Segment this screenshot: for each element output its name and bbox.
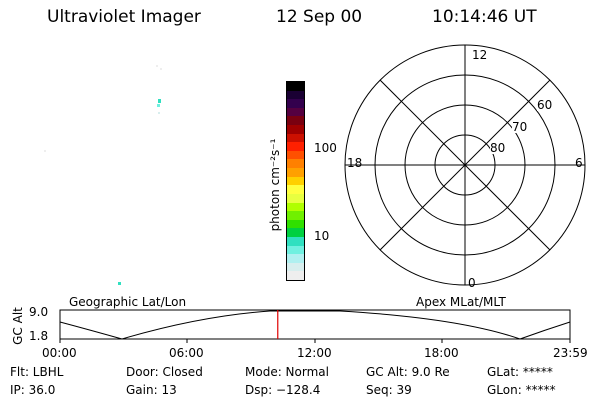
apex-title: Apex MLat/MLT (416, 295, 506, 309)
date-label: 12 Sep 00 (276, 7, 363, 27)
colorbar-tick-10: 10 (314, 229, 330, 243)
mlt-label-12: 12 (472, 48, 488, 62)
colorbar-segment (287, 185, 304, 195)
polar-diagonal-2 (379, 79, 551, 251)
lat-label-60: 60 (537, 98, 553, 112)
image-pixel (160, 68, 162, 70)
colorbar-segment (287, 142, 304, 152)
y-tick-1-8: 1.8 (29, 329, 49, 343)
colorbar-segment (287, 107, 304, 117)
y-tick-9: 9.0 (29, 305, 49, 319)
colorbar-tick-100: 100 (314, 141, 337, 155)
colorbar-segment (287, 133, 304, 143)
filter-info: Flt: LBHL (10, 365, 64, 379)
x-tick-label-1200: 12:00 (297, 346, 332, 360)
image-pixel (44, 150, 46, 152)
image-pixel (158, 112, 160, 114)
colorbar-segment (287, 262, 304, 272)
colorbar-segment (287, 150, 304, 160)
gain-info: Gain: 13 (126, 383, 177, 397)
lat-label-80: 80 (490, 141, 506, 155)
ip-info: IP: 36.0 (10, 383, 56, 397)
glon-info: GLon: ***** (487, 383, 556, 397)
colorbar-segment (287, 99, 304, 109)
colorbar-segment (287, 168, 304, 178)
x-tick-label-2359: 23:59 (553, 346, 588, 360)
colorbar-segment (287, 211, 304, 221)
colorbar-segment (287, 254, 304, 264)
colorbar-segment (287, 90, 304, 100)
colorbar-segment (287, 159, 304, 169)
seq-info: Seq: 39 (366, 383, 412, 397)
geographic-title: Geographic Lat/Lon (69, 295, 187, 309)
instrument-title: Ultraviolet Imager (47, 7, 201, 27)
colorbar-segment (287, 228, 304, 238)
glat-info: GLat: ***** (487, 365, 553, 379)
colorbar-segment (287, 82, 304, 92)
colorbar-segment (287, 271, 304, 281)
colorbar-segment (287, 219, 304, 229)
mlt-label-18: 18 (347, 156, 363, 170)
image-pixel (157, 104, 160, 107)
colorbar-segment (287, 193, 304, 203)
altitude-curve (59, 310, 571, 340)
x-tick-label-0600: 06:00 (169, 346, 204, 360)
colorbar (286, 81, 305, 281)
x-tick-label-1800: 18:00 (424, 346, 459, 360)
colorbar-segment (287, 125, 304, 135)
door-info: Door: Closed (126, 365, 203, 379)
lat-label-70: 70 (512, 120, 528, 134)
x-tick-label-0000: 00:00 (42, 346, 77, 360)
colorbar-segment (287, 236, 304, 247)
colorbar-segment (287, 176, 304, 186)
image-area (10, 40, 280, 295)
dsp-info: Dsp: −128.4 (245, 383, 321, 397)
colorbar-segment (287, 245, 304, 255)
image-pixel (118, 282, 121, 285)
mlt-label-0: 0 (468, 276, 476, 290)
mode-info: Mode: Normal (245, 365, 329, 379)
gc-alt-info: GC Alt: 9.0 Re (366, 365, 450, 379)
image-pixel (158, 99, 161, 103)
colorbar-segment (287, 202, 304, 212)
mlt-label-6: 6 (575, 156, 583, 170)
colorbar-segment (287, 116, 304, 126)
time-label: 10:14:46 UT (432, 7, 537, 27)
image-pixel (156, 65, 158, 67)
